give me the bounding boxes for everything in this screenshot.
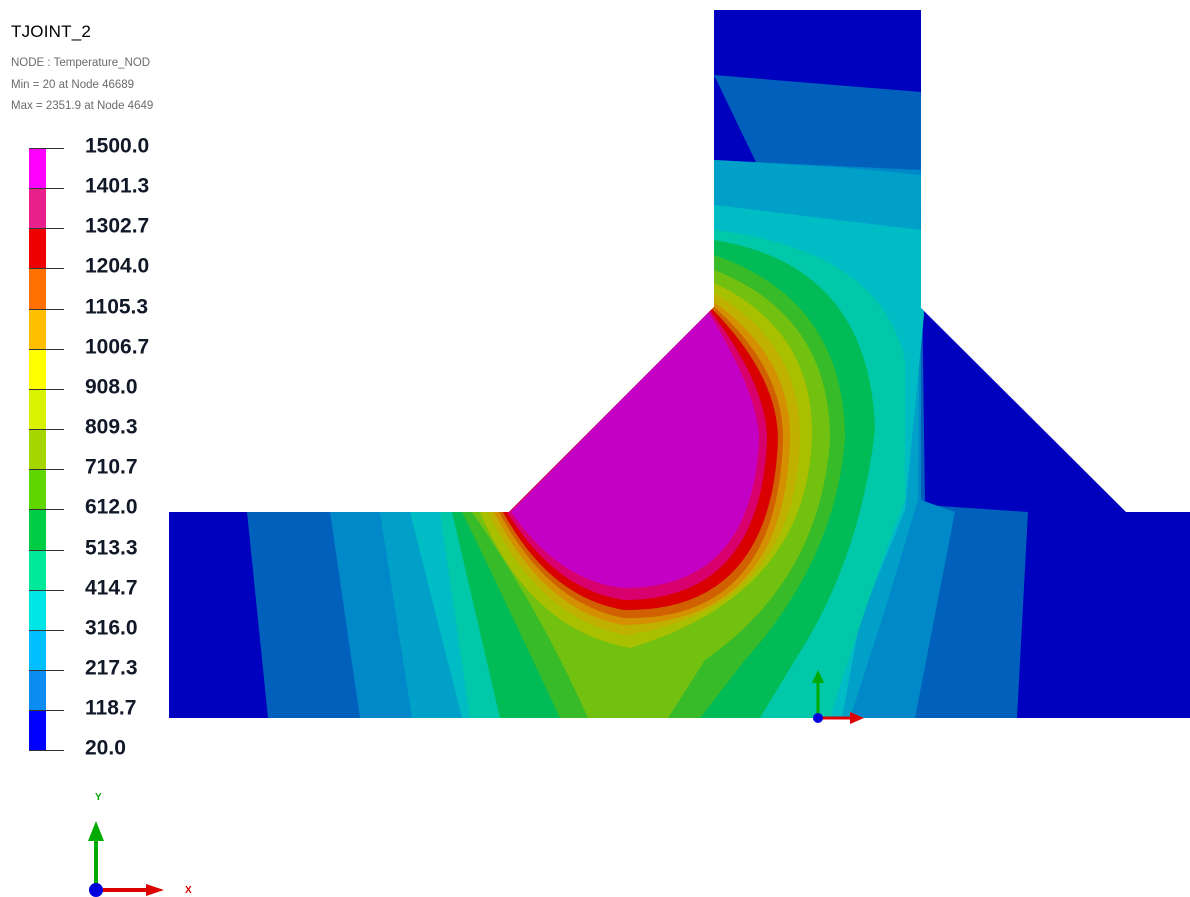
legend-color-swatch: [29, 549, 46, 591]
legend-tick: [29, 590, 64, 591]
local-y-arrow-icon: [812, 670, 824, 683]
legend-tick: [29, 188, 64, 189]
legend-value-label: 1105.3: [85, 295, 149, 319]
legend-color-swatch: [29, 228, 46, 270]
legend-value-label: 414.7: [85, 576, 138, 600]
legend-tick: [29, 389, 64, 390]
legend-tick: [29, 469, 64, 470]
legend-value-label: 1204.0: [85, 254, 150, 278]
global-axis-triad: Y X: [88, 792, 192, 897]
y-axis-arrow-icon: [88, 821, 104, 841]
legend-value-label: 809.3: [85, 415, 138, 439]
model-title: TJOINT_2: [11, 22, 92, 41]
legend-value-label: 316.0: [85, 616, 138, 640]
legend-value-label: 908.0: [85, 375, 138, 399]
origin-icon: [89, 883, 103, 897]
legend-color-swatch: [29, 148, 46, 189]
legend-color-swatch: [29, 388, 46, 430]
min-value-label: Min = 20 at Node 46689: [11, 79, 135, 91]
x-axis-arrow-icon: [146, 884, 164, 896]
legend-value-label: 118.7: [85, 696, 137, 720]
legend-tick: [29, 349, 64, 350]
legend-tick: [29, 550, 64, 551]
local-x-arrow-icon: [850, 712, 864, 724]
local-origin-icon: [813, 713, 823, 723]
local-axis-triad: [812, 670, 864, 724]
legend-color-swatch: [29, 669, 46, 711]
legend-value-label: 20.0: [85, 736, 126, 760]
legend-color-swatch: [29, 509, 46, 551]
result-type-label: NODE : Temperature_NOD: [11, 57, 151, 69]
legend-color-swatch: [29, 348, 46, 390]
legend-color-swatch: [29, 308, 46, 350]
legend-tick: [29, 630, 64, 631]
legend-tick: [29, 268, 64, 269]
x-axis-label: X: [185, 885, 192, 896]
legend-tick: [29, 710, 64, 711]
legend-color-swatch: [29, 469, 46, 510]
legend-color-swatch: [29, 589, 46, 631]
tjoint-geometry: [169, 10, 1190, 718]
legend-color-swatch: [29, 629, 46, 671]
max-value-label: Max = 2351.9 at Node 4649: [11, 100, 154, 112]
legend-color-swatch: [29, 188, 46, 229]
contour-band-magenta: [511, 311, 759, 588]
legend-tick: [29, 429, 64, 430]
legend-value-label: 612.0: [85, 495, 138, 519]
legend-value-label: 1302.7: [85, 214, 150, 238]
legend-value-label: 1006.7: [85, 335, 150, 359]
legend-value-label: 710.7: [85, 455, 138, 479]
legend-tick: [29, 750, 64, 751]
y-axis-label: Y: [95, 792, 102, 803]
legend-tick: [29, 228, 64, 229]
legend-tick: [29, 509, 64, 510]
legend-tick: [29, 148, 64, 149]
legend-value-label: 1500.0: [85, 134, 150, 158]
legend-color-swatch: [29, 429, 46, 470]
legend-tick: [29, 670, 64, 671]
legend-value-label: 217.3: [85, 656, 138, 680]
color-legend-bar: [29, 148, 46, 751]
legend-color-swatch: [29, 268, 46, 310]
legend-color-swatch: [29, 710, 46, 751]
legend-tick: [29, 309, 64, 310]
legend-value-label: 513.3: [85, 536, 138, 559]
legend-value-label: 1401.3: [85, 174, 150, 198]
